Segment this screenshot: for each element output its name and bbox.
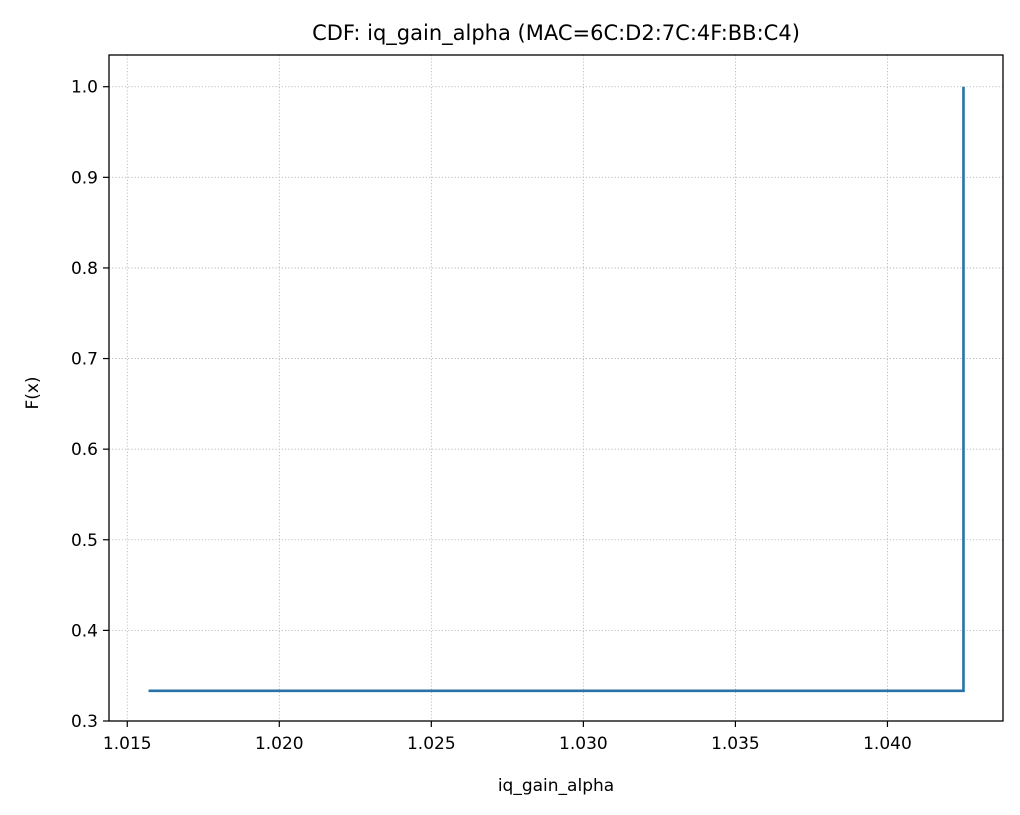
x-tick-label: 1.035 bbox=[711, 734, 760, 754]
y-axis-label: F(x) bbox=[23, 376, 43, 409]
y-tick-label: 0.3 bbox=[71, 712, 98, 732]
y-tick-label: 1.0 bbox=[71, 78, 98, 98]
y-tick-label: 0.9 bbox=[71, 168, 98, 188]
chart-title: CDF: iq_gain_alpha (MAC=6C:D2:7C:4F:BB:C… bbox=[312, 21, 800, 46]
x-axis-label: iq_gain_alpha bbox=[498, 776, 614, 796]
x-tick-label: 1.030 bbox=[559, 734, 608, 754]
y-tick-label: 0.4 bbox=[71, 621, 98, 641]
y-tick-label: 0.5 bbox=[71, 531, 98, 551]
grid bbox=[109, 55, 1003, 722]
cdf-step-line bbox=[148, 86, 965, 693]
x-tick-label: 1.015 bbox=[103, 734, 152, 754]
y-tick-label: 0.8 bbox=[71, 259, 98, 279]
x-axis-ticks: 1.015 1.020 1.025 1.030 1.035 1.040 bbox=[103, 721, 912, 754]
series-layer bbox=[148, 86, 965, 693]
plot-area-frame bbox=[108, 54, 1004, 722]
y-tick-label: 0.6 bbox=[71, 440, 98, 460]
x-tick-label: 1.025 bbox=[407, 734, 456, 754]
y-axis-ticks: 0.3 0.4 0.5 0.6 0.7 0.8 0.9 1.0 bbox=[71, 78, 109, 732]
y-tick-label: 0.7 bbox=[71, 350, 98, 370]
x-tick-label: 1.020 bbox=[255, 734, 304, 754]
x-tick-label: 1.040 bbox=[863, 734, 912, 754]
